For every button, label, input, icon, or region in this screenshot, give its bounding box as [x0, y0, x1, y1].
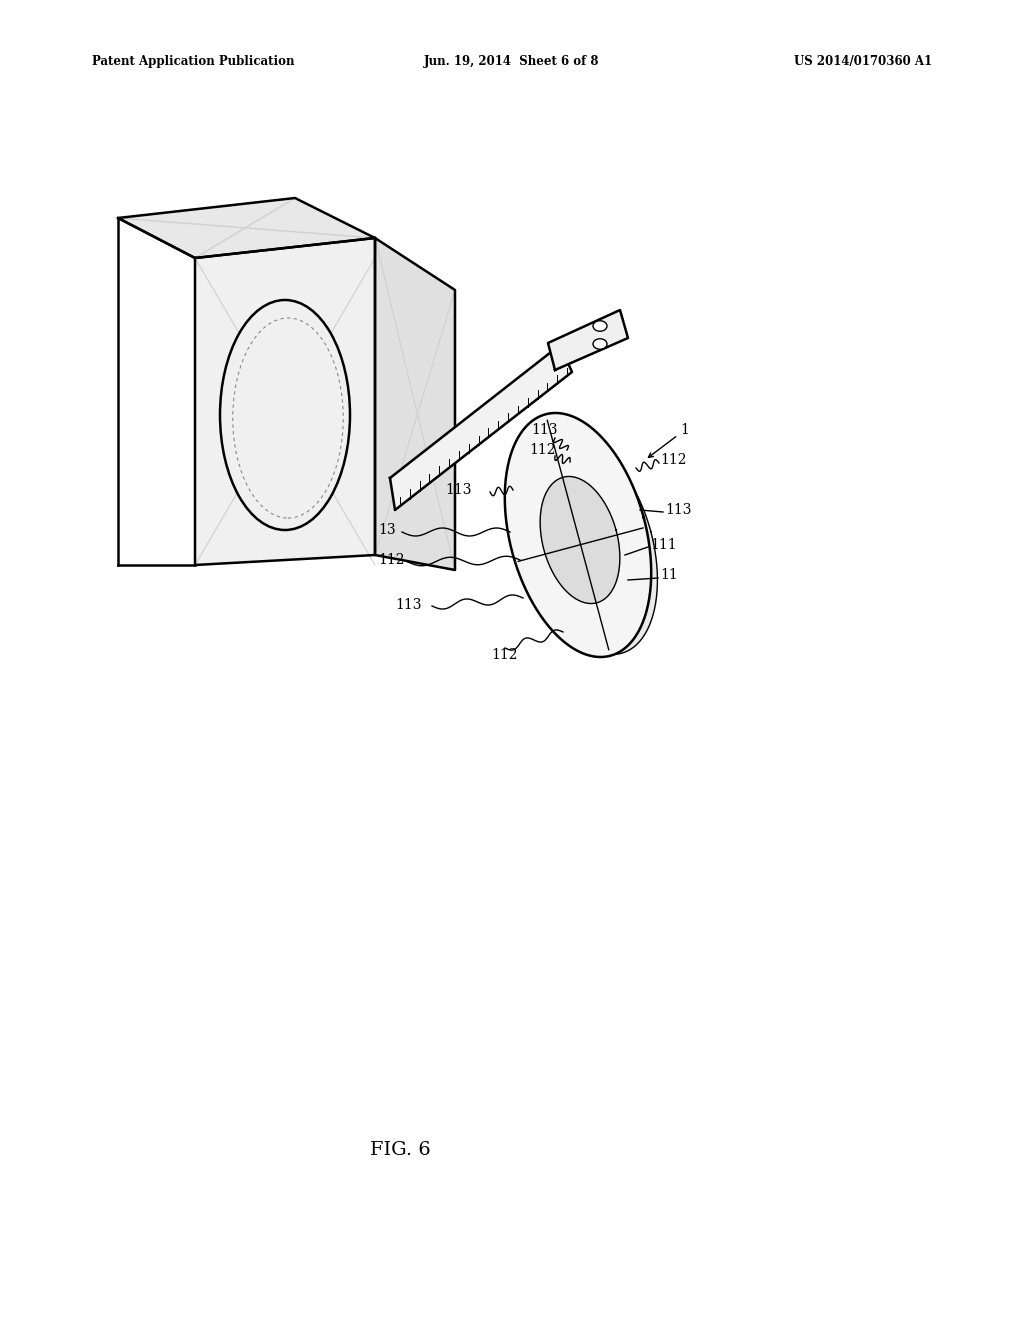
Text: 112: 112 [529, 444, 556, 457]
Text: US 2014/0170360 A1: US 2014/0170360 A1 [794, 55, 932, 69]
Text: 113: 113 [395, 598, 422, 612]
Text: Patent Application Publication: Patent Application Publication [92, 55, 295, 69]
Polygon shape [505, 413, 651, 657]
Text: 113: 113 [445, 483, 471, 498]
Text: 112: 112 [492, 648, 518, 663]
Text: 112: 112 [378, 553, 404, 568]
Text: 11: 11 [660, 568, 678, 582]
Ellipse shape [220, 300, 350, 531]
Text: FIG. 6: FIG. 6 [370, 1140, 430, 1159]
Text: 1: 1 [680, 422, 689, 437]
Text: 13: 13 [378, 523, 395, 537]
Polygon shape [540, 477, 620, 603]
Ellipse shape [593, 339, 607, 350]
Text: Jun. 19, 2014  Sheet 6 of 8: Jun. 19, 2014 Sheet 6 of 8 [424, 55, 600, 69]
Polygon shape [195, 238, 375, 565]
Text: 113: 113 [665, 503, 691, 517]
Text: 112: 112 [660, 453, 686, 467]
Polygon shape [118, 198, 375, 257]
Polygon shape [390, 345, 572, 510]
Text: 113: 113 [531, 422, 558, 437]
Text: 111: 111 [650, 539, 677, 552]
Polygon shape [548, 310, 628, 370]
Polygon shape [375, 238, 455, 570]
Ellipse shape [593, 321, 607, 331]
Polygon shape [528, 440, 657, 655]
